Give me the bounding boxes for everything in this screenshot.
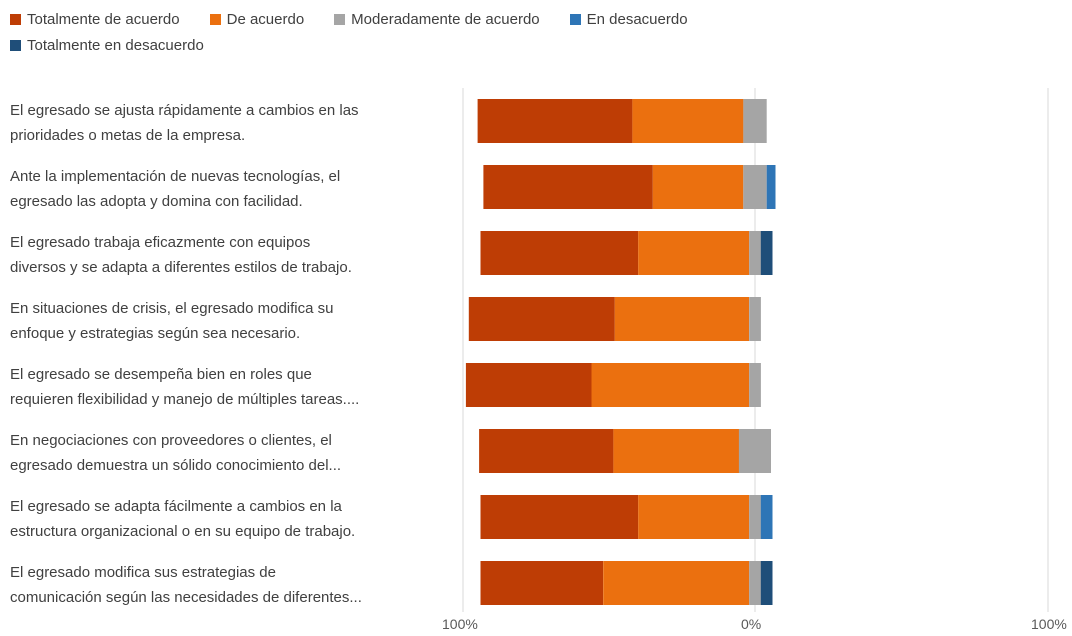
legend-swatch <box>10 13 21 25</box>
legend-label: Totalmente en desacuerdo <box>27 36 204 54</box>
category-label: El egresado se adapta fácilmente a cambi… <box>10 498 356 540</box>
bar-segment <box>477 99 633 143</box>
bar-segment <box>638 495 750 539</box>
bar-segment <box>614 297 750 341</box>
bar-segment <box>652 165 744 209</box>
bar-segment <box>479 429 614 473</box>
legend-swatch <box>10 39 21 51</box>
bar-segment <box>749 297 761 341</box>
legend-item-moderadamente-de-acuerdo: Moderadamente de acuerdo <box>334 10 540 28</box>
legend-swatch <box>569 13 581 25</box>
bar-segment <box>480 561 604 605</box>
bar-segment <box>749 495 761 539</box>
bar-segment <box>766 165 776 209</box>
bar-segment <box>480 231 639 275</box>
category-label: El egresado se ajusta rápidamente a camb… <box>10 102 359 144</box>
bar-segment <box>760 231 773 275</box>
bar-segment <box>483 165 653 209</box>
category-label: El egresado modifica sus estrategias de c… <box>10 564 362 606</box>
category-label: Ante la implementación de nuevas tecnolo… <box>10 168 341 210</box>
chart-legend: Totalmente de acuerdo De acuerdo Moderad… <box>10 6 870 58</box>
x-tick-label-center: 0% <box>741 616 762 632</box>
bar-segment <box>738 429 771 473</box>
legend-label: De acuerdo <box>226 10 305 28</box>
bar-segment <box>468 297 615 341</box>
bar-segment <box>749 561 761 605</box>
bar-segment <box>749 363 761 407</box>
bar-segment <box>743 165 767 209</box>
legend-item-totalmente-en-desacuerdo: Totalmente en desacuerdo <box>10 37 204 54</box>
category-label: El egresado se desempeña bien en roles q… <box>10 366 360 408</box>
legend-swatch <box>334 13 346 25</box>
legend-row: Totalmente en desacuerdo <box>10 32 870 58</box>
legend-label: Moderadamente de acuerdo <box>351 10 540 28</box>
legend-item-en-desacuerdo: En desacuerdo <box>569 10 688 28</box>
legend-item-totalmente-de-acuerdo: Totalmente de acuerdo <box>10 11 180 28</box>
bar-segment <box>465 363 592 407</box>
bar-segment <box>749 231 761 275</box>
bar-segment <box>603 561 750 605</box>
bar-segment <box>591 363 750 407</box>
category-label: El egresado trabaja eficazmente con equi… <box>10 234 352 276</box>
legend-swatch <box>209 13 221 25</box>
bar-segment <box>638 231 750 275</box>
legend-row: Totalmente de acuerdo De acuerdo Moderad… <box>10 6 870 32</box>
bar-segment <box>632 99 744 143</box>
bar-segment <box>743 99 767 143</box>
bar-segment <box>613 429 739 473</box>
category-label: En situaciones de crisis, el egresado mo… <box>10 300 334 342</box>
bar-segment <box>480 495 639 539</box>
legend-label: En desacuerdo <box>586 10 688 28</box>
bar-segment <box>760 495 773 539</box>
legend-label: Totalmente de acuerdo <box>27 10 180 28</box>
x-tick-label-right: 100% <box>1031 616 1067 632</box>
category-label: En negociaciones con proveedores o clien… <box>10 432 342 474</box>
legend-item-de-acuerdo: De acuerdo <box>209 10 305 28</box>
bar-segment <box>760 561 773 605</box>
x-tick-label-left: 100% <box>442 616 478 632</box>
